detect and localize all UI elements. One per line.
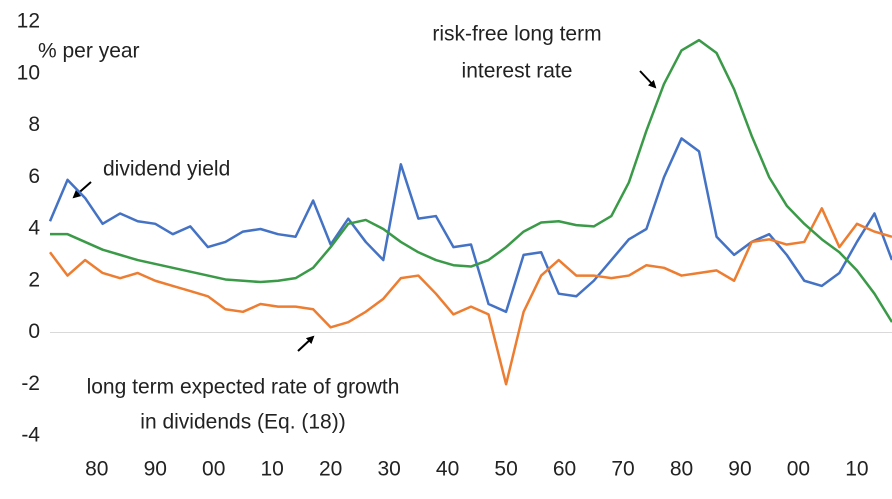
x-tick-label: 50: [494, 458, 517, 481]
annotation: long term expected rate of growth: [87, 376, 400, 399]
x-tick-label: 80: [85, 458, 108, 481]
x-tick-label: 00: [202, 458, 225, 481]
annotation: dividend yield: [103, 158, 230, 181]
annotation: in dividends (Eq. (18)): [140, 411, 345, 434]
x-tick-label: 70: [611, 458, 634, 481]
x-tick-label: 60: [553, 458, 576, 481]
y-tick-label: 4: [28, 217, 40, 240]
arrow: [72, 181, 92, 199]
y-tick-label: 8: [28, 113, 40, 136]
x-tick-label: 00: [787, 458, 810, 481]
y-tick-label: 10: [17, 61, 40, 84]
annotation: risk-free long term: [432, 23, 601, 46]
y-tick-label: -4: [21, 424, 40, 447]
x-tick-label: 40: [436, 458, 459, 481]
x-tick-label: 20: [319, 458, 342, 481]
arrow: [297, 335, 315, 352]
x-tick-label: 30: [377, 458, 400, 481]
y-tick-label: 0: [28, 320, 40, 343]
y-tick-label: 2: [28, 268, 40, 291]
x-tick-label: 90: [144, 458, 167, 481]
x-tick-label: 90: [728, 458, 751, 481]
y-tick-label: 12: [17, 10, 40, 33]
annotation: % per year: [38, 40, 140, 63]
y-tick-label: 6: [28, 165, 40, 188]
series-line: [49, 207, 892, 386]
annotation: interest rate: [462, 60, 573, 83]
series-line: [50, 38, 892, 323]
y-tick-label: -2: [21, 372, 40, 395]
x-tick-label: 10: [845, 458, 868, 481]
x-tick-label: 10: [261, 458, 284, 481]
x-tick-label: 80: [670, 458, 693, 481]
arrow: [639, 70, 657, 89]
